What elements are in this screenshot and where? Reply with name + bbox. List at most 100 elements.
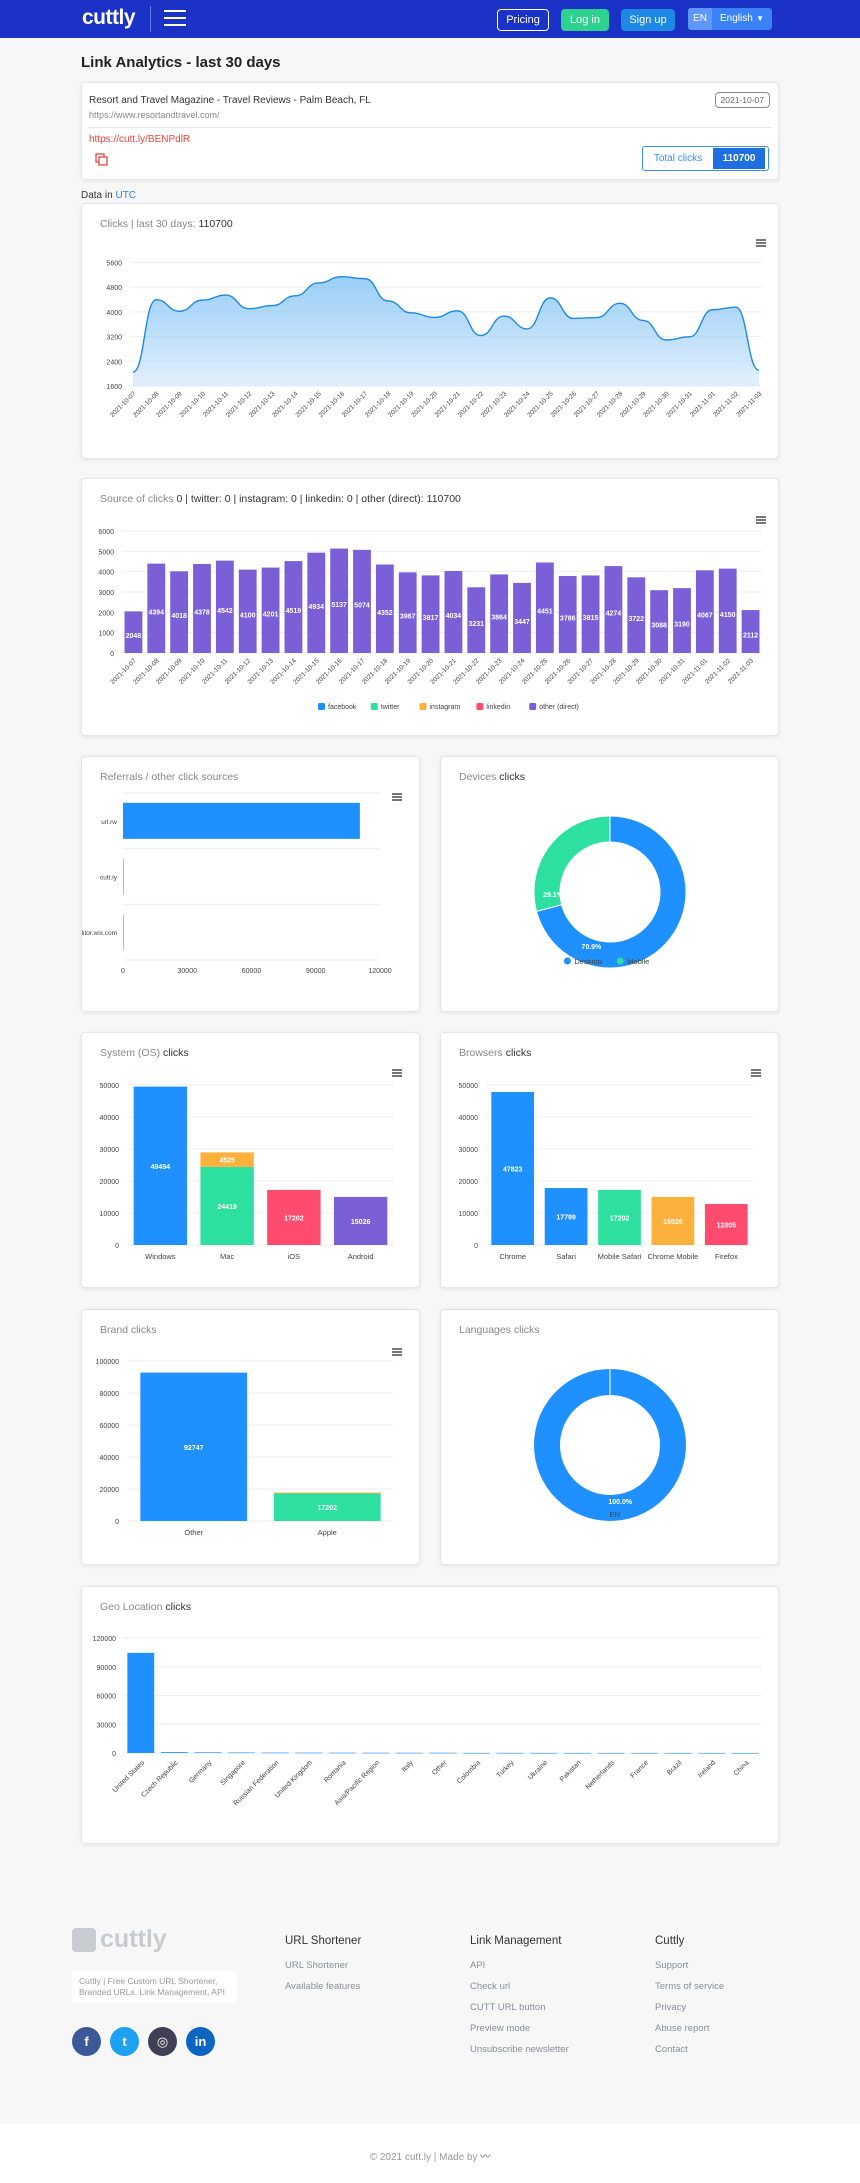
facebook-icon[interactable]: f bbox=[72, 2027, 101, 2056]
instagram-icon[interactable]: ◎ bbox=[148, 2027, 177, 2056]
footer-link[interactable]: Available features bbox=[285, 1981, 361, 1992]
short-link[interactable]: https://cutt.ly/BENPdlR bbox=[89, 134, 191, 145]
bar-segment bbox=[598, 1189, 641, 1245]
footer-col-title: Cuttly bbox=[655, 1935, 685, 1947]
footer-link[interactable]: Unsubscribe newsletter bbox=[470, 2044, 569, 2055]
bar bbox=[673, 588, 691, 653]
logo[interactable]: cuttly bbox=[82, 6, 136, 29]
bar bbox=[215, 560, 234, 653]
bar-data-label: 92747 bbox=[184, 1445, 204, 1452]
footer-link[interactable]: Abuse report bbox=[655, 2023, 710, 2034]
x-tick-label: Italy bbox=[401, 1759, 415, 1773]
card-title: Geo Location clicks bbox=[100, 1601, 192, 1613]
linkedin-icon[interactable]: in bbox=[186, 2027, 215, 2056]
footer-logo-icon bbox=[72, 1928, 96, 1952]
bar bbox=[664, 1752, 692, 1754]
chart-menu-icon[interactable] bbox=[751, 1069, 761, 1077]
footer-link[interactable]: Terms of service bbox=[655, 1981, 725, 1992]
language-name: English bbox=[720, 13, 753, 24]
x-tick-label: Romania bbox=[323, 1759, 348, 1784]
footer-logo[interactable]: cuttly bbox=[100, 1925, 167, 1953]
total-clicks-badge: Total clicks 110700 bbox=[642, 146, 769, 171]
legend-label: EN bbox=[610, 1510, 620, 1519]
total-clicks-label: Total clicks bbox=[653, 153, 703, 164]
brand-chart-card: Brand clicks 0 20000 40000 60000 80000 100000… bbox=[81, 1309, 420, 1565]
footer-link[interactable]: URL Shortener bbox=[285, 1960, 349, 1971]
footer-link[interactable]: Privacy bbox=[655, 2002, 687, 2013]
x-tick-label: Mac bbox=[220, 1252, 234, 1261]
os-chart-card: System (OS) clicks 0 10000 20000 30000 40000… bbox=[81, 1032, 420, 1288]
timezone-link[interactable]: UTC bbox=[115, 190, 137, 201]
y-tick-label: 30000 bbox=[97, 1722, 117, 1729]
x-tick-label: Mobile Safari bbox=[598, 1252, 642, 1261]
geo-chart-card: Geo Location clicks 0 30000 60000 90000 1200… bbox=[81, 1586, 779, 1844]
devices-chart-card: Devices clicks 70.9% 29.1% Desktop Mobile bbox=[440, 756, 779, 1012]
bar bbox=[123, 914, 124, 951]
legend-swatch bbox=[563, 957, 571, 965]
x-tick-label: 90000 bbox=[306, 968, 326, 975]
bar bbox=[330, 548, 349, 653]
footer-link[interactable]: Preview mode bbox=[470, 2023, 531, 2034]
bar bbox=[147, 563, 166, 653]
x-tick-label: Android bbox=[348, 1252, 374, 1261]
bar bbox=[353, 549, 371, 653]
y-tick-label: 0 bbox=[112, 1751, 116, 1758]
y-tick-label: 1000 bbox=[98, 631, 114, 638]
language-select[interactable]: EN English ▼ bbox=[688, 8, 772, 30]
chart-menu-icon[interactable] bbox=[392, 1069, 402, 1077]
bar bbox=[650, 590, 669, 653]
x-tick-label: Other bbox=[431, 1759, 449, 1777]
y-tick-label: 30000 bbox=[100, 1147, 120, 1154]
pricing-button[interactable]: Pricing bbox=[497, 9, 549, 31]
signup-button[interactable]: Sign up bbox=[621, 9, 675, 31]
y-tick-label: 10000 bbox=[100, 1211, 120, 1218]
chart-menu-icon[interactable] bbox=[392, 1348, 402, 1356]
chart-menu-icon[interactable] bbox=[756, 516, 766, 524]
clicks-area-chart: 1600240032004000480056002021-10-072021-1… bbox=[106, 260, 763, 419]
chart-menu-icon[interactable] bbox=[392, 793, 402, 801]
footer-link[interactable]: CUTT URL button bbox=[470, 2002, 546, 2013]
x-tick-label: United States bbox=[112, 1759, 147, 1794]
timezone-note: Data in UTC bbox=[81, 190, 136, 201]
link-info-card: Resort and Travel Magazine - Travel Revi… bbox=[81, 82, 779, 180]
x-tick-label: Czech Republic bbox=[140, 1759, 180, 1799]
link-destination-url[interactable]: https://www.resortandtravel.com/ bbox=[89, 110, 220, 120]
legend-swatch bbox=[599, 1510, 607, 1518]
nav-divider bbox=[150, 6, 151, 32]
chart-menu-icon[interactable] bbox=[756, 239, 766, 247]
series-line bbox=[132, 275, 760, 373]
legend-swatch bbox=[476, 703, 484, 710]
footer-link[interactable]: Support bbox=[655, 1960, 689, 1971]
bar-segment bbox=[651, 1196, 695, 1245]
y-tick-label: 0 bbox=[115, 1243, 119, 1250]
bar bbox=[444, 570, 463, 653]
maker-logo-icon[interactable]: 〰 bbox=[480, 2152, 491, 2163]
bar bbox=[375, 564, 394, 653]
footer-link[interactable]: API bbox=[470, 1960, 486, 1971]
bar-data-label: 2048 bbox=[126, 633, 142, 640]
copy-icon[interactable] bbox=[95, 153, 108, 171]
y-tick-label: 0 bbox=[110, 651, 114, 658]
footer-link[interactable]: Contact bbox=[655, 2044, 688, 2055]
y-tick-label: 4800 bbox=[106, 285, 122, 292]
y-tick-label: 4000 bbox=[98, 570, 114, 577]
bar bbox=[307, 552, 326, 653]
bottom-bar bbox=[0, 2124, 860, 2183]
footer-link[interactable]: Check url bbox=[470, 1981, 511, 1992]
bar bbox=[535, 562, 554, 653]
donut-slice bbox=[534, 1369, 686, 1521]
x-tick-label: Germany bbox=[188, 1759, 214, 1785]
bar-data-label: 4018 bbox=[171, 613, 187, 620]
x-tick-label: Chrome bbox=[499, 1252, 526, 1261]
twitter-icon[interactable]: t bbox=[110, 2027, 139, 2056]
clicks-chart-card: Clicks | last 30 days: 110700 1600 2400 32… bbox=[81, 203, 779, 459]
login-button[interactable]: Log in bbox=[561, 9, 609, 31]
bar-data-label: 4378 bbox=[194, 609, 210, 616]
bar-data-label: 24419 bbox=[217, 1204, 237, 1211]
hamburger-menu-icon[interactable] bbox=[164, 10, 186, 28]
legend-swatch bbox=[616, 957, 624, 965]
card-title: Languages clicks bbox=[459, 1324, 540, 1336]
x-tick-label: 30000 bbox=[178, 968, 198, 975]
x-tick-label: Firefox bbox=[715, 1252, 738, 1261]
legend-swatch bbox=[529, 703, 537, 710]
